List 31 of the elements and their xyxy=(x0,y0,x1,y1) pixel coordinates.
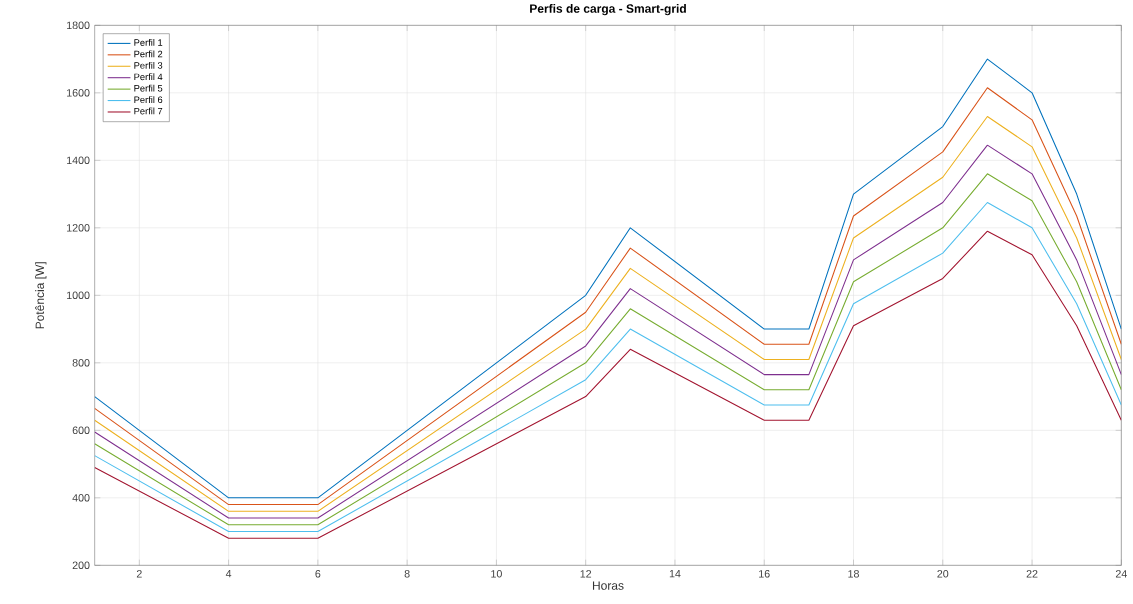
y-tick-label: 1000 xyxy=(67,291,90,300)
y-axis-title: Potência [W] xyxy=(35,262,47,329)
chart-title: Perfis de carga - Smart-grid xyxy=(530,4,686,16)
x-tick-label: 16 xyxy=(759,570,770,578)
y-tick-label: 1600 xyxy=(67,89,90,97)
x-axis-title: Horas xyxy=(592,581,624,590)
y-tick-label: 200 xyxy=(72,561,90,570)
y-tick-label: 600 xyxy=(72,426,90,435)
legend-label: Perfil 3 xyxy=(134,61,163,69)
legend-label: Perfil 2 xyxy=(134,50,163,58)
legend-label: Perfil 1 xyxy=(134,39,163,46)
y-tick-label: 1200 xyxy=(67,224,90,232)
x-tick-label: 24 xyxy=(1115,570,1127,578)
legend-label: Perfil 5 xyxy=(134,84,163,92)
x-tick-label: 4 xyxy=(225,570,232,578)
legend-label: Perfil 7 xyxy=(134,107,163,115)
x-tick-label: 14 xyxy=(669,570,681,578)
x-tick-label: 18 xyxy=(848,570,859,578)
x-tick-label: 8 xyxy=(404,570,410,578)
y-tick-label: 1800 xyxy=(67,21,90,30)
legend-label: Perfil 4 xyxy=(134,73,163,81)
x-tick-label: 2 xyxy=(136,570,142,578)
x-tick-label: 10 xyxy=(491,570,502,578)
x-tick-label: 12 xyxy=(580,570,592,578)
legend-label: Perfil 6 xyxy=(134,96,163,104)
x-tick-label: 22 xyxy=(1026,570,1038,578)
x-tick-label: 20 xyxy=(937,570,949,578)
y-tick-label: 1400 xyxy=(67,156,90,165)
y-tick-label: 400 xyxy=(72,494,90,502)
y-tick-label: 800 xyxy=(72,359,90,367)
x-tick-label: 6 xyxy=(315,570,321,578)
